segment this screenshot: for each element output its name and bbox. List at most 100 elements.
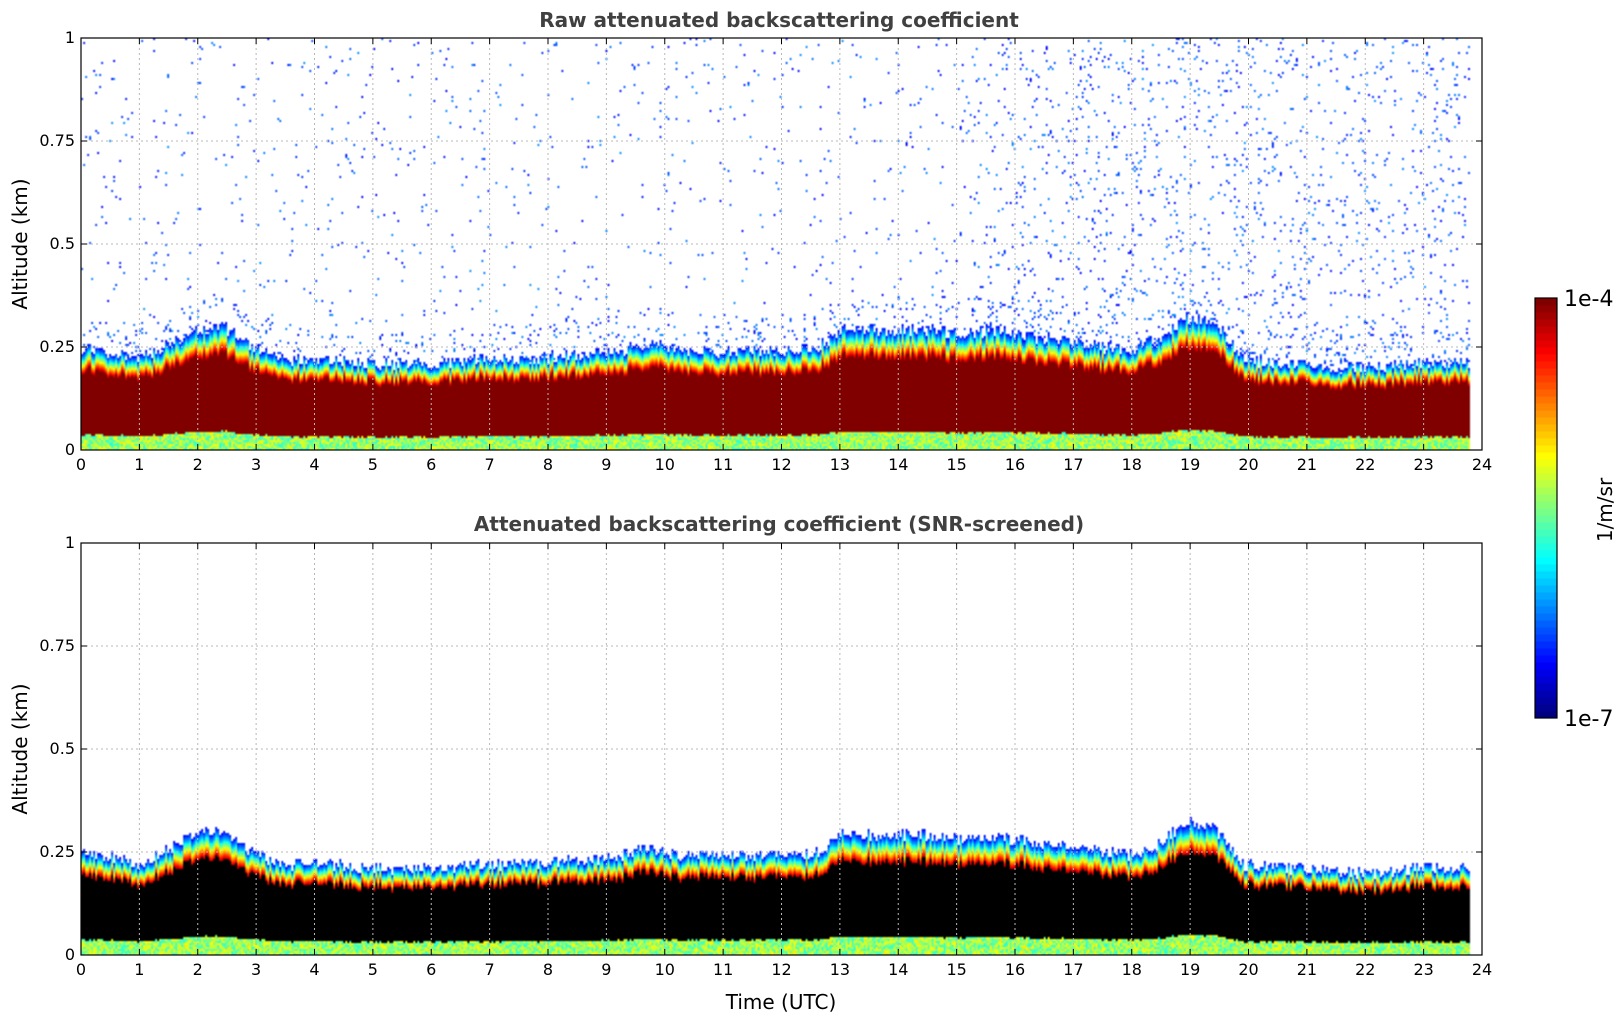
colorbar-step <box>1535 536 1557 544</box>
x-tick-label: 6 <box>426 960 436 979</box>
y-tick-label: 0.25 <box>39 337 75 356</box>
x-tick-label: 13 <box>830 960 850 979</box>
x-tick-label: 10 <box>655 455 675 474</box>
panel-raw-grid <box>81 38 1482 450</box>
colorbar-step <box>1535 599 1557 607</box>
x-tick-label: 0 <box>76 960 86 979</box>
x-tick-label: 23 <box>1413 960 1433 979</box>
x-tick-label: 22 <box>1355 960 1375 979</box>
y-tick-label: 1 <box>65 28 75 47</box>
x-tick-label: 8 <box>543 960 553 979</box>
colorbar-step <box>1535 620 1557 628</box>
x-tick-label: 12 <box>771 455 791 474</box>
x-tick-label: 11 <box>713 960 733 979</box>
colorbar-step <box>1535 473 1557 481</box>
x-tick-label: 21 <box>1297 455 1317 474</box>
colorbar-step <box>1535 550 1557 558</box>
colorbar-step <box>1535 648 1557 656</box>
colorbar-step <box>1535 312 1557 320</box>
colorbar-step <box>1535 543 1557 551</box>
colorbar-step <box>1535 424 1557 432</box>
y-tick-label: 0.5 <box>50 739 75 758</box>
x-tick-label: 0 <box>76 455 86 474</box>
colorbar-step <box>1535 613 1557 621</box>
colorbar-step <box>1535 578 1557 586</box>
colorbar-step <box>1535 354 1557 362</box>
colorbar-step <box>1535 592 1557 600</box>
colorbar-step <box>1535 305 1557 313</box>
x-tick-label: 3 <box>251 960 261 979</box>
x-tick-label: 22 <box>1355 455 1375 474</box>
colorbar-step <box>1535 487 1557 495</box>
x-tick-label: 12 <box>771 960 791 979</box>
colorbar-step <box>1535 375 1557 383</box>
colorbar-step <box>1535 711 1557 719</box>
x-tick-label: 19 <box>1180 960 1200 979</box>
x-tick-label: 18 <box>1122 960 1142 979</box>
y-tick-label: 0.75 <box>39 636 75 655</box>
x-tick-label: 5 <box>368 960 378 979</box>
x-tick-label: 15 <box>946 960 966 979</box>
x-tick-label: 20 <box>1238 960 1258 979</box>
colorbar-step <box>1535 396 1557 404</box>
x-tick-label: 14 <box>888 455 908 474</box>
colorbar-step <box>1535 564 1557 572</box>
colorbar-step <box>1535 382 1557 390</box>
colorbar-unit-label: 1/m/sr <box>1593 477 1617 542</box>
x-tick-label: 21 <box>1297 960 1317 979</box>
colorbar-step <box>1535 697 1557 705</box>
colorbar-step <box>1535 298 1557 306</box>
y-tick-label: 0.25 <box>39 842 75 861</box>
x-tick-label: 23 <box>1413 455 1433 474</box>
x-tick-label: 7 <box>485 960 495 979</box>
colorbar-step <box>1535 508 1557 516</box>
colorbar-step <box>1535 606 1557 614</box>
colorbar-step <box>1535 361 1557 369</box>
colorbar-step <box>1535 571 1557 579</box>
colorbar-step <box>1535 410 1557 418</box>
colorbar-step <box>1535 403 1557 411</box>
colorbar-step <box>1535 683 1557 691</box>
colorbar-step <box>1535 522 1557 530</box>
colorbar-step <box>1535 466 1557 474</box>
x-tick-label: 15 <box>946 455 966 474</box>
panel-raw-title: Raw attenuated backscattering coefficien… <box>539 8 1019 32</box>
x-tick-label: 9 <box>601 455 611 474</box>
x-tick-label: 3 <box>251 455 261 474</box>
colorbar-step <box>1535 340 1557 348</box>
colorbar-step <box>1535 347 1557 355</box>
panel-screened-title: Attenuated backscattering coefficient (S… <box>474 512 1084 536</box>
y-tick-label: 0.75 <box>39 131 75 150</box>
x-tick-label: 11 <box>713 455 733 474</box>
colorbar-step <box>1535 459 1557 467</box>
colorbar-step <box>1535 529 1557 537</box>
colorbar-step <box>1535 641 1557 649</box>
panel-screened: Attenuated backscattering coefficient (S… <box>8 512 1492 1014</box>
colorbar-step <box>1535 704 1557 712</box>
x-tick-label: 16 <box>1005 455 1025 474</box>
colorbar-gradient <box>1535 298 1557 719</box>
colorbar-step <box>1535 676 1557 684</box>
colorbar-step <box>1535 326 1557 334</box>
x-tick-label: 7 <box>485 455 495 474</box>
y-tick-label: 0.5 <box>50 234 75 253</box>
colorbar-step <box>1535 417 1557 425</box>
colorbar: 1e-4 1e-7 1/m/sr <box>1534 287 1617 732</box>
colorbar-step <box>1535 319 1557 327</box>
colorbar-step <box>1535 368 1557 376</box>
x-tick-label: 4 <box>309 455 319 474</box>
x-tick-label: 17 <box>1063 960 1083 979</box>
colorbar-step <box>1535 445 1557 453</box>
colorbar-max-label: 1e-4 <box>1564 287 1613 312</box>
x-tick-label: 2 <box>193 455 203 474</box>
x-tick-label: 10 <box>655 960 675 979</box>
colorbar-step <box>1535 662 1557 670</box>
panel-raw: Raw attenuated backscattering coefficien… <box>8 8 1492 474</box>
x-tick-label: 8 <box>543 455 553 474</box>
colorbar-step <box>1535 634 1557 642</box>
panel-screened-ylabel: Altitude (km) <box>8 683 32 814</box>
colorbar-step <box>1535 333 1557 341</box>
x-tick-label: 20 <box>1238 455 1258 474</box>
x-tick-label: 6 <box>426 455 436 474</box>
